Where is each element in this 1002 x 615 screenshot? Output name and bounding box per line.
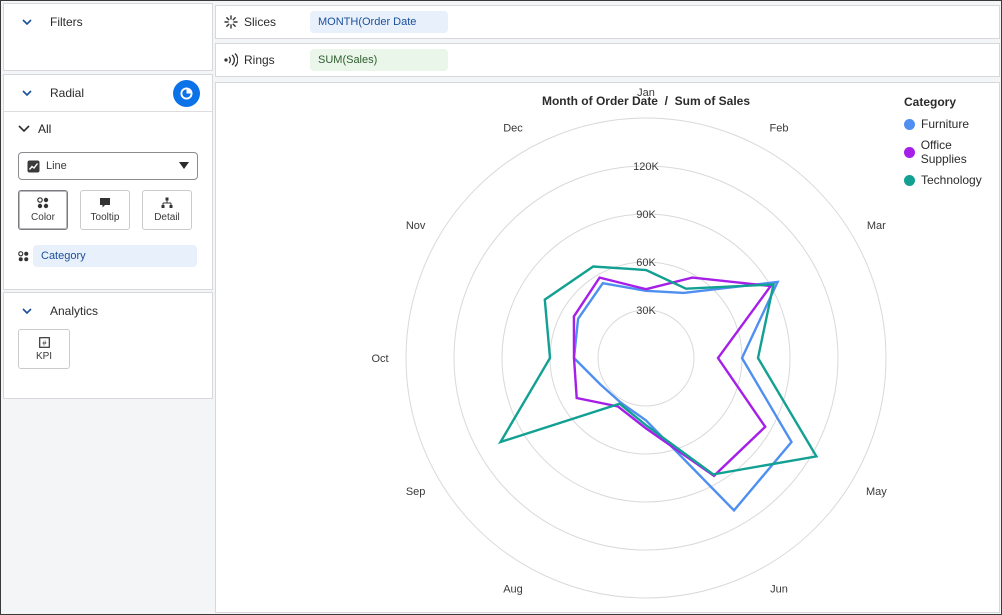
radial-chart-icon[interactable] bbox=[173, 80, 200, 107]
legend-item[interactable]: Office Supplies bbox=[904, 138, 999, 166]
month-label: May bbox=[866, 486, 887, 498]
analytics-panel: Analytics # KPI bbox=[3, 292, 213, 399]
kpi-label: KPI bbox=[35, 350, 53, 362]
detail-button[interactable]: Detail bbox=[142, 190, 192, 230]
month-label: Jun bbox=[770, 583, 788, 595]
analytics-title: Analytics bbox=[50, 304, 99, 318]
color-field-row: Category bbox=[4, 245, 212, 267]
slices-pill[interactable]: MONTH(Order Date bbox=[310, 11, 448, 33]
chevron-down-icon[interactable] bbox=[22, 88, 32, 98]
month-label: Nov bbox=[406, 220, 426, 232]
slices-label: Slices bbox=[244, 15, 277, 29]
tooltip-button[interactable]: Tooltip bbox=[80, 190, 130, 230]
color-button-label: Color bbox=[31, 212, 55, 223]
rings-label: Rings bbox=[244, 53, 275, 67]
caret-down-icon[interactable] bbox=[179, 162, 189, 169]
line-chart-icon bbox=[27, 160, 40, 173]
series-line bbox=[497, 265, 819, 476]
marks-header[interactable]: Radial bbox=[4, 75, 212, 111]
color-dots-icon bbox=[37, 197, 49, 209]
color-dots-icon bbox=[18, 250, 29, 262]
month-label: Sep bbox=[406, 486, 426, 498]
legend-label: Technology bbox=[921, 173, 982, 187]
month-label: Mar bbox=[867, 220, 886, 232]
viz-area: Month of Order Date / Sum of Sales 30K 60K… bbox=[215, 82, 1000, 613]
legend-swatch bbox=[904, 118, 915, 130]
chevron-down-icon[interactable] bbox=[22, 306, 32, 316]
month-label: Aug bbox=[503, 583, 523, 595]
ring-circle bbox=[597, 309, 695, 407]
ring-tick-label: 90K bbox=[636, 209, 656, 221]
ring-tick-label: 30K bbox=[636, 305, 656, 317]
month-label: Dec bbox=[503, 123, 523, 135]
chart-title: Month of Order Date / Sum of Sales bbox=[542, 94, 750, 108]
left-pane: Filters Radial All bbox=[3, 3, 213, 611]
rings-icon bbox=[224, 53, 238, 67]
kpi-icon: # bbox=[38, 336, 50, 348]
chevron-down-icon[interactable] bbox=[22, 17, 32, 27]
all-marks-row[interactable]: All bbox=[4, 112, 212, 146]
category-pill[interactable]: Category bbox=[33, 245, 197, 267]
detail-button-label: Detail bbox=[154, 212, 180, 223]
rings-pill[interactable]: SUM(Sales) bbox=[310, 49, 448, 71]
tooltip-icon bbox=[100, 198, 110, 208]
detail-icon bbox=[161, 197, 173, 208]
series-line bbox=[572, 280, 793, 513]
kpi-button[interactable]: # KPI bbox=[18, 329, 70, 369]
ring-circle bbox=[405, 117, 887, 599]
month-label: Oct bbox=[371, 353, 388, 365]
divider bbox=[4, 111, 212, 112]
color-button[interactable]: Color bbox=[18, 190, 68, 230]
mark-type-select[interactable]: Line bbox=[18, 152, 198, 180]
marks-title: Radial bbox=[50, 86, 85, 100]
ring-tick-label: 120K bbox=[633, 161, 659, 173]
month-label: Feb bbox=[770, 123, 789, 135]
ring-tick-label: 60K bbox=[636, 257, 656, 269]
legend-label: Furniture bbox=[921, 117, 970, 131]
filters-title: Filters bbox=[50, 15, 83, 29]
chevron-down-icon[interactable] bbox=[18, 125, 30, 133]
legend: Category Furniture Office Supplies Technol… bbox=[904, 95, 999, 194]
filters-header[interactable]: Filters bbox=[4, 4, 212, 40]
rings-shelf: Rings SUM(Sales) bbox=[215, 43, 1000, 77]
mark-buttons: Color Tooltip Detail bbox=[4, 190, 212, 230]
all-label: All bbox=[38, 122, 52, 136]
legend-swatch bbox=[904, 146, 915, 158]
marks-panel: Radial All Line bbox=[3, 74, 213, 290]
ring-circle bbox=[453, 165, 839, 551]
tooltip-button-label: Tooltip bbox=[90, 212, 120, 223]
rings-label-group: Rings bbox=[216, 53, 286, 67]
legend-item[interactable]: Furniture bbox=[904, 117, 999, 131]
legend-title: Category bbox=[904, 95, 957, 109]
ring-circle bbox=[501, 213, 791, 503]
legend-item[interactable]: Technology bbox=[904, 173, 999, 187]
slices-shelf: Slices MONTH(Order Date bbox=[215, 5, 1000, 39]
filters-panel: Filters bbox=[3, 3, 213, 71]
mark-type-value: Line bbox=[46, 160, 67, 172]
month-label: Jan bbox=[637, 87, 655, 99]
slices-icon bbox=[224, 15, 238, 29]
legend-label: Office Supplies bbox=[920, 138, 967, 166]
analytics-header[interactable]: Analytics bbox=[4, 293, 212, 329]
slices-label-group: Slices bbox=[216, 15, 286, 29]
legend-swatch bbox=[904, 174, 915, 186]
legend-items: Furniture Office Supplies Technology bbox=[904, 117, 999, 187]
radar-chart: Month of Order Date / Sum of Sales 30K 60K… bbox=[371, 87, 887, 599]
series-line bbox=[572, 276, 773, 478]
svg-text:#: # bbox=[42, 340, 46, 347]
